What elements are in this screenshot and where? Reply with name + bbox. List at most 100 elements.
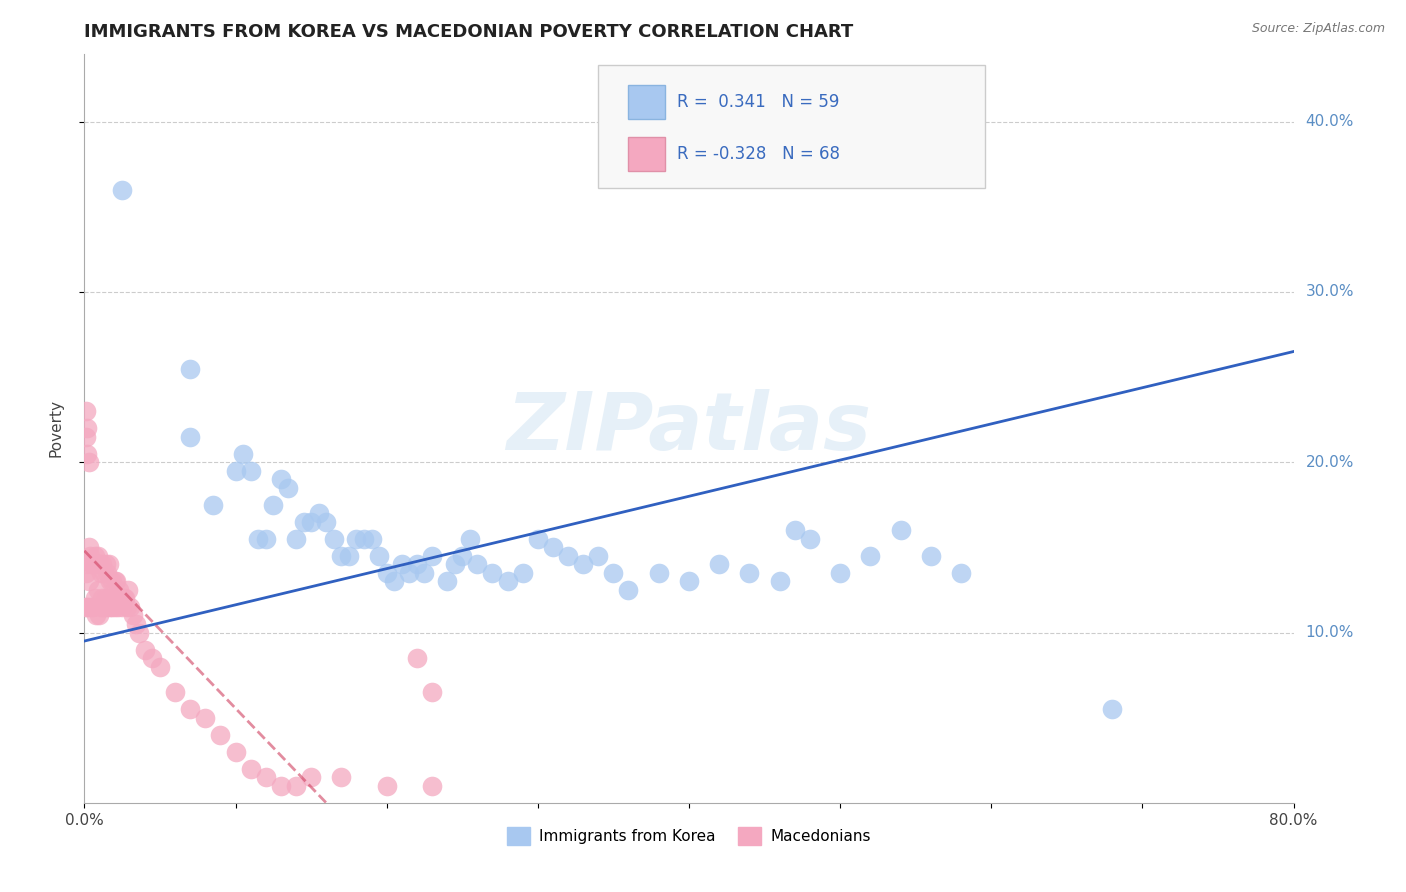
- Point: [678, 574, 700, 589]
- Point: [588, 549, 610, 563]
- Point: [121, 608, 143, 623]
- Point: [890, 524, 912, 538]
- Point: [97, 558, 120, 572]
- Point: [859, 549, 882, 563]
- Point: [443, 558, 465, 572]
- Point: [84, 591, 107, 606]
- Legend: Immigrants from Korea, Macedonians: Immigrants from Korea, Macedonians: [501, 821, 877, 851]
- Point: [79, 599, 101, 614]
- Point: [799, 532, 821, 546]
- Point: [398, 566, 420, 580]
- Point: [527, 532, 550, 546]
- Point: [98, 574, 121, 589]
- Point: [96, 599, 118, 614]
- Point: [104, 574, 127, 589]
- Point: [114, 591, 136, 606]
- Point: [179, 702, 201, 716]
- Point: [406, 651, 429, 665]
- Point: [75, 404, 97, 418]
- Text: 40.0%: 40.0%: [1306, 114, 1354, 129]
- Point: [96, 566, 118, 580]
- FancyBboxPatch shape: [599, 65, 986, 188]
- Point: [572, 558, 595, 572]
- Point: [382, 574, 405, 589]
- Y-axis label: Poverty: Poverty: [49, 399, 63, 458]
- Point: [80, 599, 103, 614]
- Point: [104, 599, 127, 614]
- Point: [436, 574, 458, 589]
- Point: [111, 599, 134, 614]
- Point: [77, 574, 100, 589]
- Point: [648, 566, 671, 580]
- Point: [98, 599, 121, 614]
- Point: [75, 599, 97, 614]
- Point: [239, 464, 262, 478]
- Point: [322, 532, 344, 546]
- Point: [179, 361, 201, 376]
- Point: [80, 558, 103, 572]
- Point: [375, 779, 398, 793]
- Point: [420, 779, 443, 793]
- Point: [141, 651, 163, 665]
- Point: [299, 770, 322, 784]
- Point: [481, 566, 503, 580]
- Point: [920, 549, 942, 563]
- Point: [82, 599, 104, 614]
- Point: [299, 515, 322, 529]
- Point: [950, 566, 973, 580]
- Point: [262, 498, 284, 512]
- Point: [420, 685, 443, 699]
- Point: [709, 558, 731, 572]
- Point: [117, 582, 139, 597]
- Point: [247, 532, 270, 546]
- Point: [337, 549, 360, 563]
- Point: [76, 599, 98, 614]
- Point: [100, 599, 122, 614]
- Text: 30.0%: 30.0%: [1306, 285, 1354, 300]
- Point: [91, 558, 114, 572]
- Point: [201, 498, 224, 512]
- Text: ZIPatlas: ZIPatlas: [506, 389, 872, 467]
- Point: [368, 549, 391, 563]
- Point: [115, 599, 138, 614]
- Point: [353, 532, 375, 546]
- Point: [93, 599, 115, 614]
- Point: [315, 515, 337, 529]
- Point: [512, 566, 534, 580]
- Point: [285, 532, 308, 546]
- Point: [391, 558, 413, 572]
- FancyBboxPatch shape: [628, 136, 665, 170]
- Point: [93, 566, 115, 580]
- Point: [89, 558, 111, 572]
- Point: [165, 685, 187, 699]
- Point: [406, 558, 429, 572]
- Point: [239, 762, 262, 776]
- Point: [76, 447, 98, 461]
- Text: Source: ZipAtlas.com: Source: ZipAtlas.com: [1251, 22, 1385, 36]
- Point: [292, 515, 315, 529]
- Point: [270, 472, 292, 486]
- Point: [134, 642, 156, 657]
- Point: [270, 779, 292, 793]
- FancyBboxPatch shape: [628, 86, 665, 119]
- Point: [108, 582, 131, 597]
- Point: [87, 582, 110, 597]
- Point: [285, 779, 308, 793]
- Point: [413, 566, 436, 580]
- Text: 10.0%: 10.0%: [1306, 625, 1354, 640]
- Text: R =  0.341   N = 59: R = 0.341 N = 59: [676, 93, 839, 112]
- Point: [308, 506, 330, 520]
- Point: [79, 549, 101, 563]
- Point: [254, 532, 277, 546]
- Point: [783, 524, 806, 538]
- Point: [76, 421, 98, 435]
- Point: [346, 532, 368, 546]
- Text: 20.0%: 20.0%: [1306, 455, 1354, 470]
- Text: R = -0.328   N = 68: R = -0.328 N = 68: [676, 145, 839, 162]
- Point: [84, 549, 107, 563]
- Point: [179, 430, 201, 444]
- Point: [110, 591, 132, 606]
- Point: [458, 532, 481, 546]
- Point: [194, 711, 217, 725]
- Point: [375, 566, 398, 580]
